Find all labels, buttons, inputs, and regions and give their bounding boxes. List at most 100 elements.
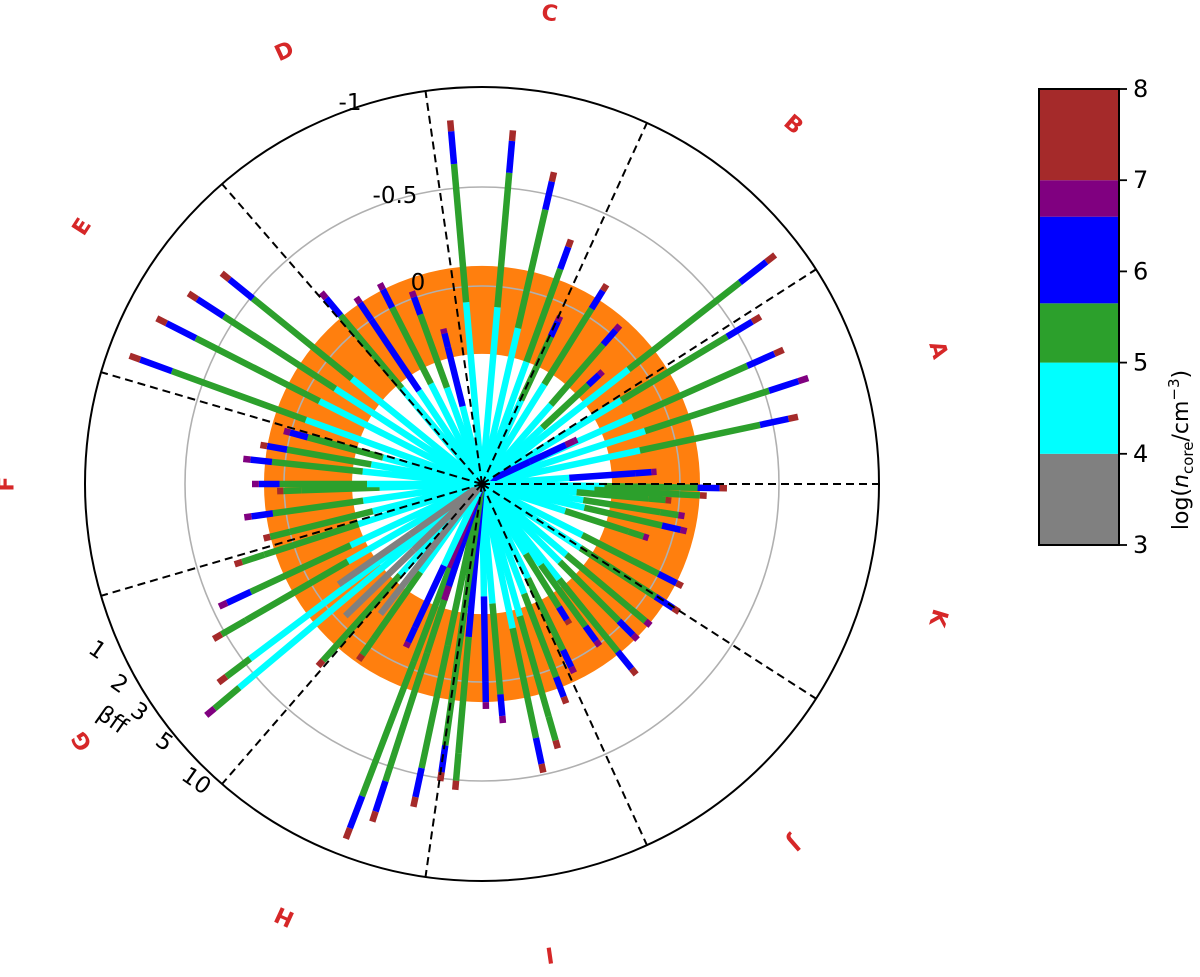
bar-segment [455, 636, 472, 754]
bar-segment [627, 528, 645, 540]
bar-segment [557, 559, 622, 624]
bar-segment [250, 456, 273, 466]
bar-segment [250, 295, 354, 382]
colorbar-label: log(ncore/cm−3) [1165, 370, 1197, 530]
bar-segment [648, 495, 666, 504]
chart-bar [446, 120, 486, 485]
bar-segment [170, 368, 307, 423]
bar-segment [446, 556, 456, 567]
bar-segment [582, 496, 661, 516]
colorbar-tick-label: 8 [1133, 75, 1148, 103]
bar-segment [204, 705, 217, 718]
bar-segment [217, 599, 229, 610]
bar-segment [323, 296, 344, 318]
bar-segment [604, 482, 698, 492]
bar-segment [556, 577, 621, 654]
sector-divider [481, 483, 648, 846]
bar-segment [509, 627, 540, 739]
bar-segment [635, 468, 652, 477]
bar-segment [335, 572, 403, 647]
bar-segment [619, 333, 729, 404]
bar-segment [499, 715, 507, 724]
bar-segment [613, 323, 623, 333]
bar-segment [237, 597, 347, 691]
bar-segment [572, 436, 579, 444]
sector-label: J [782, 830, 806, 856]
bar-segment [540, 382, 591, 431]
bar-segment [186, 290, 200, 302]
bar-segment [576, 489, 649, 502]
bar-segment [417, 313, 450, 389]
sector-divider [424, 483, 483, 878]
bar-segment [369, 810, 379, 823]
bar-segment [661, 522, 682, 533]
sector-label: E [68, 214, 97, 240]
sector-divider [100, 483, 483, 597]
bar-segment [564, 438, 576, 448]
bar-segment [259, 441, 268, 450]
bar-segment [359, 660, 417, 798]
bar-segment [283, 487, 302, 495]
bar-segment [346, 795, 366, 830]
beta-tick-label: 5 [151, 727, 178, 757]
sector-label: B [779, 110, 808, 140]
bar-segment [249, 542, 352, 595]
bar-segment [444, 346, 466, 408]
bar-segment [224, 656, 253, 680]
bar-segment [283, 427, 291, 436]
bar-segment [564, 507, 630, 535]
bar-segment [671, 605, 681, 615]
bar-segment [227, 276, 255, 302]
bar-segment [286, 446, 372, 468]
bar-segment [289, 429, 309, 441]
bar-segment [233, 558, 244, 568]
bar-segment [642, 533, 650, 542]
bar-segment [554, 314, 564, 323]
bar-segment [797, 374, 810, 385]
bar-segment [357, 301, 374, 322]
sector-label: K [923, 606, 952, 630]
bar-segment [564, 552, 633, 611]
bar-segment [508, 130, 517, 142]
sector-divider [221, 183, 483, 485]
bar-segment [301, 484, 380, 494]
bar-segment [368, 318, 422, 393]
bar-segment [593, 639, 603, 648]
bar-segment [341, 569, 358, 585]
beta-tick-label: 3 [126, 697, 153, 727]
bar-segment [447, 131, 458, 165]
bar-segment [359, 637, 377, 657]
bar-segment [659, 509, 679, 519]
bar-segment [525, 576, 566, 652]
bar-segment [315, 658, 326, 669]
bar-segment [243, 513, 252, 521]
sector-divider [481, 483, 817, 700]
bar-segment [445, 563, 453, 569]
bar-segment [674, 580, 684, 590]
bar-segment [514, 208, 549, 329]
bar-segment [478, 306, 501, 485]
bar-segment [418, 644, 451, 769]
bar-segment [219, 270, 232, 283]
radial-tick-label: 0 [411, 270, 426, 296]
bar-segment [462, 301, 486, 485]
bar-segment [440, 327, 448, 335]
bar-segment [244, 558, 350, 624]
bar-segment [408, 290, 418, 299]
bar-segment [382, 651, 431, 783]
bar-segment [349, 376, 485, 487]
bar-segment [248, 580, 353, 662]
bar-segment [489, 603, 504, 695]
bar-segment [372, 780, 389, 813]
bar-segment [737, 259, 769, 286]
bar-segment [552, 739, 561, 750]
sector-divider [481, 268, 817, 485]
bar-segment [412, 767, 425, 798]
bar-segment [359, 547, 416, 603]
bar-segment [653, 593, 675, 611]
bar-segment [347, 597, 364, 615]
bar-segment [221, 313, 338, 392]
bar-segment [450, 163, 470, 303]
chart-bar [478, 130, 517, 485]
